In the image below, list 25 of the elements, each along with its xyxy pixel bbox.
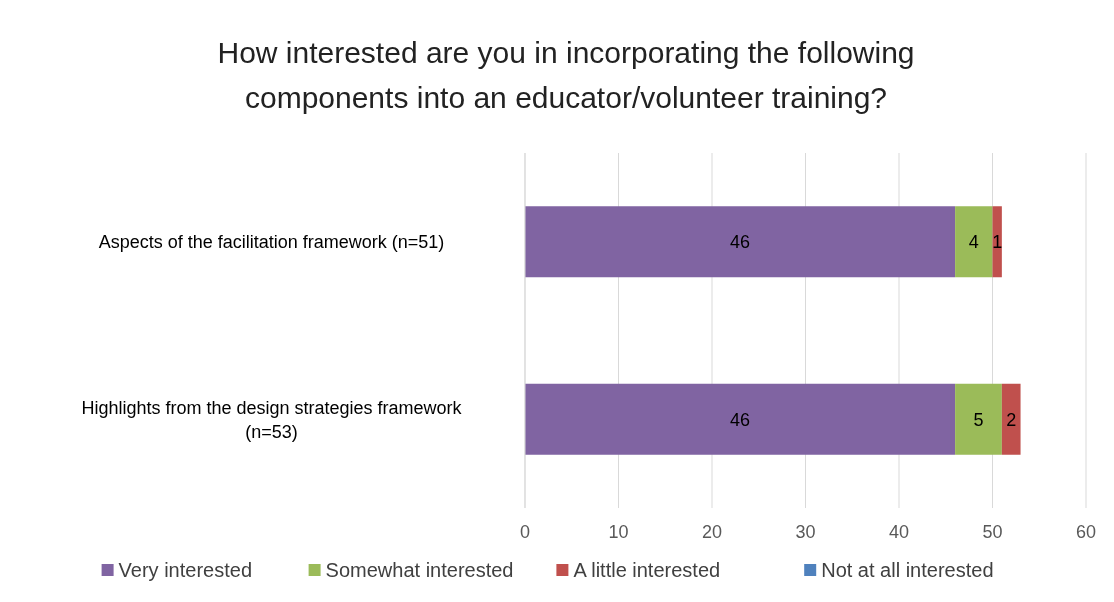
x-tick-label: 30 — [795, 522, 816, 542]
data-label: 1 — [992, 232, 1003, 253]
legend-label: Not at all interested — [821, 559, 994, 581]
x-tick-label: 0 — [519, 522, 531, 542]
legend-label: Somewhat interested — [325, 559, 514, 581]
y-tick-label: Highlights from the design strategies framework (n=53) — [81, 397, 463, 442]
bar — [1001, 383, 1021, 455]
x-tick-label: 50 — [982, 522, 1003, 542]
x-tick-label: 60 — [1075, 522, 1097, 542]
x-tick-label: 20 — [701, 522, 723, 542]
data-label: 4 — [968, 232, 979, 253]
legend-label: A little interested — [573, 559, 721, 581]
x-tick-label: 40 — [888, 522, 910, 542]
data-label: 5 — [973, 409, 984, 430]
data-label: 46 — [730, 232, 751, 253]
x-tick-label: 10 — [608, 522, 629, 542]
y-tick-label: Aspects of the facilitation framework (n=51) — [98, 232, 445, 253]
bar — [955, 206, 993, 278]
data-label: 2 — [1006, 409, 1017, 430]
bar — [525, 206, 956, 278]
data-label: 46 — [730, 409, 751, 430]
bar — [955, 383, 1002, 455]
chart-title: How interested are you in incorporating the following components into an educator/volunteer training? — [217, 36, 915, 114]
legend-label: Very interested — [118, 559, 253, 581]
bar — [525, 383, 956, 455]
